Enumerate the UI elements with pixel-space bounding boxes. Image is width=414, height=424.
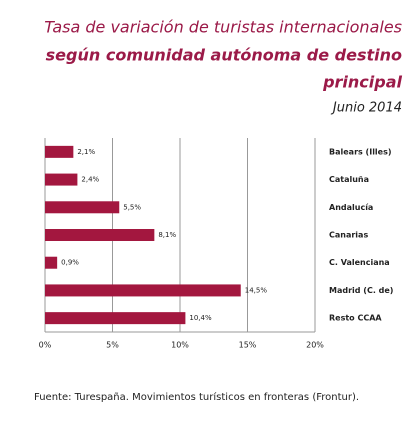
value-label: 14,5% [245,286,268,294]
chart-title: Tasa de variación de turistas internacio… [44,18,402,37]
y-tick-label: Madrid (C. de) [329,286,393,295]
value-label: 5,5% [123,203,141,211]
bar [45,256,58,269]
chart-date: Junio 2014 [330,101,402,116]
bar [45,201,120,214]
y-tick-label: Resto CCAA [329,314,382,323]
chart-subtitle: principal [322,73,402,92]
y-tick-label: Cataluña [329,175,369,184]
y-tick-label: Canarias [329,231,368,240]
bar [45,229,155,241]
bar [45,284,241,297]
value-label: 2,4% [81,176,99,184]
y-tick-label: Balears (Illes) [329,147,392,156]
x-tick-label: 10% [171,341,189,350]
source-note: Fuente: Turespaña. Movimientos turístico… [34,391,359,403]
y-tick-label: C. Valenciana [329,258,390,267]
value-label: 8,1% [158,231,176,239]
value-label: 0,9% [61,259,79,267]
bar [45,145,74,158]
value-label: 2,1% [77,148,95,156]
value-label: 10,4% [189,314,212,322]
bar [45,312,186,325]
x-tick-label: 20% [306,341,324,350]
chart-subtitle: según comunidad autónoma de destino [46,46,402,65]
x-tick-label: 0% [39,341,52,350]
bar [45,173,78,186]
x-tick-label: 15% [239,341,257,350]
y-tick-label: Andalucía [329,203,373,212]
x-tick-label: 5% [106,341,119,350]
